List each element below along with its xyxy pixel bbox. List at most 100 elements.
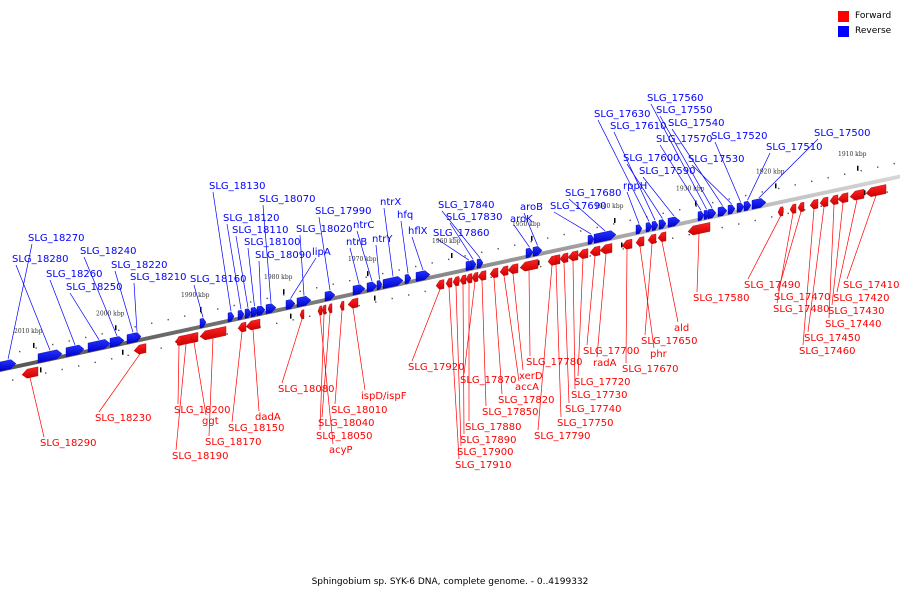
gene-label-slg-17430[interactable]: SLG_17430 [828,306,884,317]
gene-arrow-slg-17790[interactable] [547,255,557,266]
gene-label-ntrc[interactable]: ntrC [353,220,374,231]
gene-arrow-lipa[interactable] [285,299,296,310]
gene-label-rada[interactable]: radA [593,358,617,369]
gene-label-slg-18120[interactable]: SLG_18120 [223,213,279,224]
gene-arrow-slg-17590[interactable] [667,216,681,228]
gene-arrow-slg-17840[interactable] [476,258,484,269]
gene-label-slg-17460[interactable]: SLG_17460 [799,346,855,357]
gene-label-ispd-ispf[interactable]: ispD/ispF [361,391,407,402]
gene-label-slg-17840[interactable]: SLG_17840 [438,200,494,211]
gene-arrow-slg-17690[interactable] [587,234,595,245]
gene-label-slg-18200[interactable]: SLG_18200 [174,405,230,416]
gene-arrow-slg-18290[interactable] [21,366,39,379]
gene-arrow-ntrx[interactable] [382,276,404,289]
gene-label-slg-17990[interactable]: SLG_17990 [315,206,371,217]
gene-arrow-slg-17430[interactable] [837,192,849,204]
gene-label-slg-17830[interactable]: SLG_17830 [446,212,502,223]
gene-arrow-slg-18020[interactable] [296,295,312,308]
gene-label-slg-18080[interactable]: SLG_18080 [278,384,334,395]
gene-label-slg-17560[interactable]: SLG_17560 [647,93,703,104]
gene-arrow-slg-18120[interactable] [237,309,245,321]
gene-label-slg-17900[interactable]: SLG_17900 [457,447,513,458]
gene-arrow-slg-17610[interactable] [651,220,659,232]
gene-label-slg-17590[interactable]: SLG_17590 [639,166,695,177]
gene-arrow-slg-17440[interactable] [829,194,839,205]
gene-label-slg-17780[interactable]: SLG_17780 [526,357,582,368]
gene-label-slg-18040[interactable]: SLG_18040 [318,418,374,429]
gene-label-slg-18020[interactable]: SLG_18020 [296,224,352,235]
gene-label-slg-17510[interactable]: SLG_17510 [766,142,822,153]
gene-arrow-slg-17500[interactable] [751,198,767,210]
gene-label-slg-18290[interactable]: SLG_18290 [40,438,96,449]
gene-arrow-slg-17880[interactable] [465,273,473,284]
gene-arrow-slg-17860[interactable] [465,260,473,272]
gene-arrow-slg-17780[interactable] [519,259,539,272]
gene-arrow-slg-17540[interactable] [717,206,728,217]
gene-arrow-slg-18220[interactable] [126,332,140,344]
gene-label-xerd[interactable]: xerD [519,371,543,382]
gene-label-slg-17820[interactable]: SLG_17820 [498,395,554,406]
gene-label-slg-18280[interactable]: SLG_18280 [12,254,68,265]
gene-arrow-slg-17670[interactable] [621,238,633,250]
gene-arrow-slg-17510[interactable] [743,200,752,212]
gene-arrow-slg-17570[interactable] [697,210,705,222]
gene-label-slg-17740[interactable]: SLG_17740 [565,404,621,415]
gene-arrow-slg-18040[interactable] [327,303,333,314]
gene-label-slg-17890[interactable]: SLG_17890 [460,435,516,446]
gene-label-ntrx[interactable]: ntrX [380,197,401,208]
gene-arrow-slg-18090[interactable] [256,305,266,316]
gene-arrow-slg-17560[interactable] [703,209,710,220]
gene-arrow-arob[interactable] [532,246,543,257]
gene-label-slg-17670[interactable]: SLG_17670 [622,364,678,375]
gene-label-ntrb[interactable]: ntrB [346,237,367,248]
gene-label-ald[interactable]: ald [674,323,689,334]
gene-arrow-slg-18070[interactable] [265,303,277,315]
gene-arrow-slg-18100[interactable] [250,306,259,318]
gene-label-slg-17500[interactable]: SLG_17500 [814,128,870,139]
gene-label-slg-17570[interactable]: SLG_17570 [656,134,712,145]
gene-arrow-slg-18050[interactable] [321,304,327,315]
gene-arrow-ntrb[interactable] [352,284,366,296]
gene-arrow-slg-17680[interactable] [593,230,617,244]
gene-label-slg-17530[interactable]: SLG_17530 [688,154,744,165]
gene-label-slg-18170[interactable]: SLG_18170 [205,437,261,448]
gene-arrow-slg-17740[interactable] [559,252,569,264]
gene-arrow-rpph[interactable] [635,224,643,235]
gene-arrow-slg-18130[interactable] [227,312,235,323]
gene-arrow-hfq[interactable] [404,273,412,285]
gene-label-slg-17790[interactable]: SLG_17790 [534,431,590,442]
gene-arrow-slg-18240[interactable] [109,336,125,348]
gene-arrow-slg-17630[interactable] [645,222,653,233]
gene-arrow-arok[interactable] [525,247,534,259]
gene-label-slg-17730[interactable]: SLG_17730 [571,390,627,401]
gene-label-slg-17610[interactable]: SLG_17610 [610,121,666,132]
gene-label-slg-18260[interactable]: SLG_18260 [46,269,102,280]
gene-label-acyp[interactable]: acyP [329,445,353,456]
gene-arrow-hflx[interactable] [415,270,431,282]
gene-arrow-slg-18230[interactable] [133,343,147,355]
gene-arrow-slg-17520[interactable] [736,202,745,213]
gene-label-dada[interactable]: dadA [255,412,281,423]
gene-arrow-slg-17480[interactable] [789,203,797,214]
gene-arrow-slg-17700[interactable] [589,245,601,257]
gene-arrow-slg-17490[interactable] [777,206,784,217]
gene-label-slg-18090[interactable]: SLG_18090 [255,250,311,261]
gene-label-slg-17880[interactable]: SLG_17880 [465,422,521,433]
gene-arrow-slg-17460[interactable] [809,198,819,210]
gene-label-lipa[interactable]: lipA [312,247,331,258]
gene-arrow-slg-18270[interactable] [0,359,17,372]
gene-label-slg-18250[interactable]: SLG_18250 [66,282,122,293]
gene-arrow-acyp[interactable] [317,305,323,316]
gene-label-slg-17450[interactable]: SLG_17450 [804,333,860,344]
gene-arrow-slg-18010[interactable] [339,300,345,311]
gene-arrow-slg-18110[interactable] [244,308,252,319]
gene-label-slg-17420[interactable]: SLG_17420 [833,293,889,304]
gene-arrow-slg-17580[interactable] [687,222,711,236]
gene-arrow-ntry[interactable] [376,280,383,291]
gene-label-slg-17550[interactable]: SLG_17550 [656,105,712,116]
gene-arrow-slg-17910[interactable] [445,277,453,288]
gene-arrow-slg-17900[interactable] [452,276,460,287]
gene-label-slg-17470[interactable]: SLG_17470 [774,292,830,303]
gene-label-slg-18100[interactable]: SLG_18100 [244,237,300,248]
gene-label-slg-17920[interactable]: SLG_17920 [408,362,464,373]
